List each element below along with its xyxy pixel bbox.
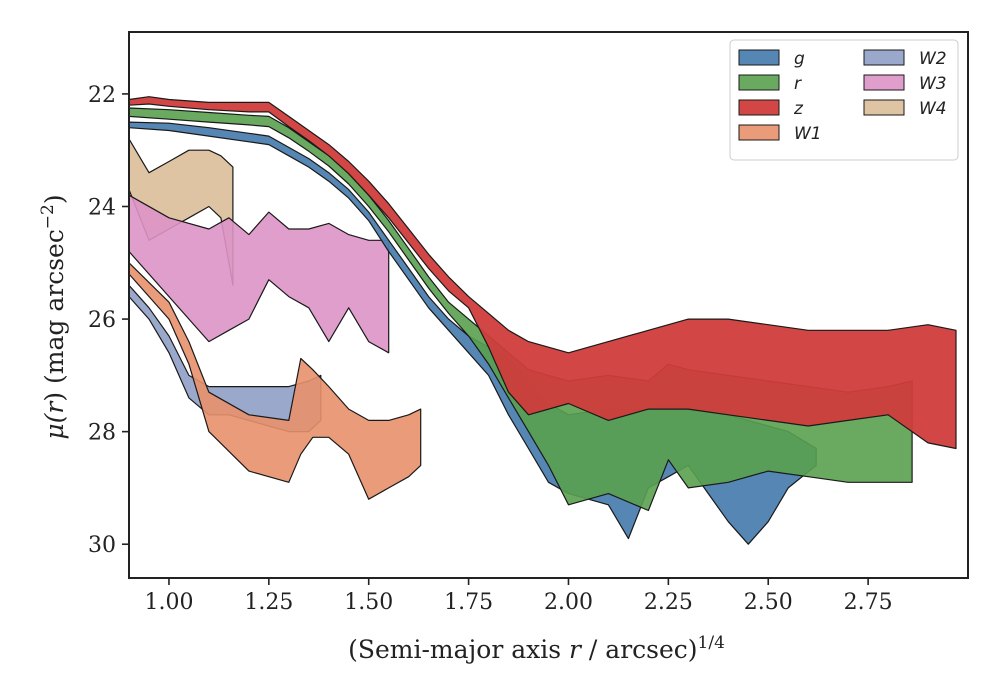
x-tick-label: 2.50 <box>744 590 793 615</box>
y-tick-label: 30 <box>88 533 116 558</box>
legend-swatch-w1 <box>738 124 780 141</box>
legend: grz W1 W2 W3 W4 <box>729 39 959 161</box>
legend-label-r: r <box>794 74 802 94</box>
legend-swatch-z <box>738 99 780 116</box>
y-tick-label: 22 <box>88 83 116 108</box>
x-tick-label: 1.75 <box>444 590 493 615</box>
y-tick-label: 24 <box>88 195 116 220</box>
x-tick-label: 1.50 <box>344 590 393 615</box>
legend-label-z: z <box>793 99 804 119</box>
legend-label-w3: W3 <box>919 74 947 94</box>
x-tick-label: 2.25 <box>644 590 693 615</box>
legend-label-w1: W1 <box>794 124 822 144</box>
legend-label-g: g <box>794 49 805 69</box>
x-axis: 1.00 1.25 1.50 1.75 2.00 2.25 2.50 2.75 <box>144 578 893 615</box>
y-axis-label-var: r <box>40 400 69 414</box>
y-axis: 22 24 26 28 30 <box>88 83 129 558</box>
y-axis-label: μ(r) (mag arcsec−2) <box>38 194 69 439</box>
band-w1 <box>128 262 422 500</box>
legend-swatch-g <box>738 49 780 66</box>
x-tick-label: 2.75 <box>844 590 893 615</box>
y-axis-label-pre: μ( <box>40 412 69 439</box>
y-axis-label-mid: ) (mag arcsec <box>40 229 69 402</box>
x-axis-label-pre: (Semi-major axis <box>348 635 569 664</box>
x-axis-label-var: r <box>569 635 583 664</box>
x-tick-label: 1.25 <box>244 590 293 615</box>
y-tick-label: 26 <box>88 308 116 333</box>
legend-box <box>729 39 959 161</box>
band-z <box>128 96 957 450</box>
y-axis-label-sup: −2 <box>38 204 58 229</box>
legend-swatch-w2 <box>863 49 905 66</box>
legend-swatch-w3 <box>863 74 905 91</box>
legend-swatch-w4 <box>863 99 905 116</box>
x-axis-label-post: / arcsec) <box>581 635 698 664</box>
bands-layer <box>128 96 957 545</box>
x-axis-label-sup: 1/4 <box>698 633 725 653</box>
legend-swatch-r <box>738 74 780 91</box>
legend-label-w4: W4 <box>919 99 947 119</box>
band-w3 <box>128 194 390 354</box>
x-tick-label: 2.00 <box>544 590 593 615</box>
x-tick-label: 1.00 <box>144 590 193 615</box>
x-axis-label: (Semi-major axis r / arcsec)1/4 <box>348 633 725 664</box>
y-axis-label-post: ) <box>40 194 69 204</box>
plot-frame <box>128 31 969 579</box>
y-tick-label: 28 <box>88 421 116 446</box>
legend-label-w2: W2 <box>919 49 947 69</box>
